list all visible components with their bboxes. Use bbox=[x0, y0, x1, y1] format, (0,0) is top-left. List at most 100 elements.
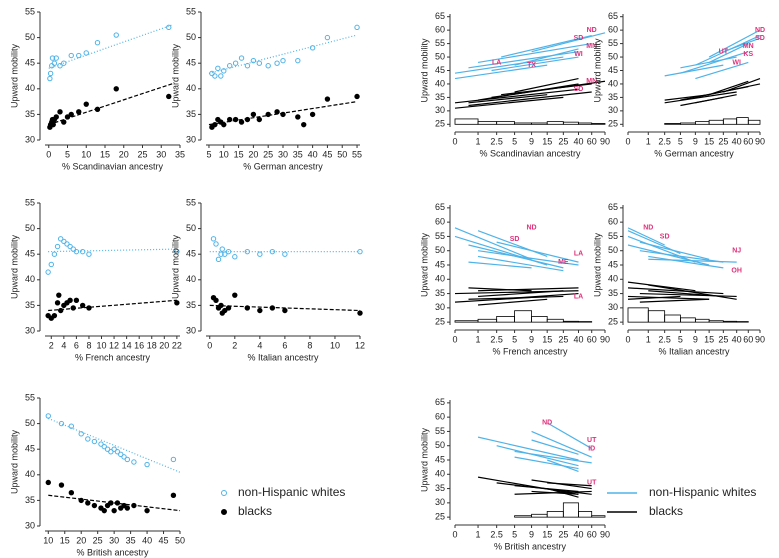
segment bbox=[477, 43, 592, 64]
y-axis-title: Upward mobility bbox=[170, 43, 180, 108]
point bbox=[225, 248, 232, 255]
x-tick-label: 15 bbox=[542, 334, 552, 344]
point bbox=[218, 73, 224, 79]
point bbox=[124, 505, 131, 511]
point bbox=[170, 492, 177, 498]
histogram-bar bbox=[578, 321, 593, 323]
segment bbox=[454, 64, 548, 80]
point bbox=[104, 446, 111, 452]
x-tick-label: 25 bbox=[558, 136, 568, 146]
histogram-bar bbox=[680, 317, 696, 323]
point bbox=[79, 302, 86, 309]
histogram-bar bbox=[477, 318, 498, 323]
y-tick-label: 65 bbox=[435, 202, 445, 212]
y-tick-label: 50 bbox=[25, 223, 35, 233]
y-tick-label: 55 bbox=[186, 6, 196, 16]
histogram-bar bbox=[562, 320, 579, 323]
y-axis-title: Upward mobility bbox=[592, 232, 602, 297]
point bbox=[113, 32, 119, 38]
histogram-bar bbox=[531, 513, 548, 518]
x-tick-label: 9 bbox=[693, 334, 698, 344]
point bbox=[58, 482, 65, 488]
histogram-bar bbox=[546, 318, 564, 323]
segment bbox=[531, 32, 606, 53]
x-tick-label: 20 bbox=[76, 535, 86, 545]
point bbox=[244, 116, 251, 123]
x-tick-label: 0 bbox=[625, 334, 630, 344]
state-label: SD bbox=[574, 35, 584, 42]
point bbox=[324, 34, 331, 41]
state-label: ME bbox=[558, 259, 569, 266]
x-tick-label: 20 bbox=[119, 149, 129, 159]
x-tick-label: 1 bbox=[476, 334, 481, 344]
state-label: ND bbox=[643, 225, 653, 232]
point bbox=[269, 248, 276, 255]
point bbox=[124, 456, 131, 463]
segment bbox=[708, 29, 761, 58]
x-tick-label: 0 bbox=[207, 340, 212, 350]
segment bbox=[627, 287, 724, 295]
point bbox=[219, 246, 225, 252]
segment bbox=[627, 281, 696, 292]
y-tick-label: 25 bbox=[608, 119, 618, 129]
legend-label: non-Hispanic whites bbox=[238, 485, 345, 499]
state-label: LA bbox=[492, 59, 501, 66]
segment bbox=[695, 61, 749, 80]
point bbox=[98, 441, 104, 447]
x-axis-title: % Italian ancestry bbox=[658, 346, 730, 356]
point bbox=[280, 111, 286, 118]
point bbox=[357, 310, 363, 316]
point bbox=[301, 121, 307, 128]
point bbox=[221, 121, 227, 128]
point bbox=[238, 119, 245, 125]
segment bbox=[695, 94, 737, 104]
point bbox=[232, 292, 238, 298]
point bbox=[144, 507, 150, 514]
point bbox=[70, 305, 76, 311]
point bbox=[225, 305, 232, 311]
segment bbox=[496, 292, 579, 300]
y-tick-label: 45 bbox=[435, 65, 445, 75]
point bbox=[101, 507, 107, 514]
y-tick-label: 50 bbox=[186, 32, 196, 42]
histogram-bar bbox=[514, 310, 532, 323]
x-tick-label: 9 bbox=[529, 334, 534, 344]
x-axis-title: % Scandinavian ancestry bbox=[62, 161, 164, 171]
point bbox=[222, 251, 228, 257]
point bbox=[76, 109, 82, 115]
segment bbox=[531, 430, 592, 458]
x-tick-label: 40 bbox=[732, 334, 742, 344]
x-tick-label: 60 bbox=[743, 136, 753, 146]
x-tick-label: 30 bbox=[109, 535, 119, 545]
y-tick-label: 65 bbox=[435, 11, 445, 21]
x-tick-label: 40 bbox=[308, 149, 318, 159]
segment bbox=[664, 64, 724, 77]
y-tick-label: 50 bbox=[608, 245, 618, 255]
point bbox=[68, 111, 74, 118]
x-tick-label: 10 bbox=[81, 149, 91, 159]
histogram-bar bbox=[647, 310, 666, 323]
segment bbox=[680, 51, 749, 74]
x-tick-label: 25 bbox=[263, 149, 273, 159]
point bbox=[269, 305, 276, 311]
y-tick-label: 30 bbox=[608, 105, 618, 115]
point bbox=[78, 431, 84, 437]
segment bbox=[639, 250, 724, 263]
segment bbox=[514, 456, 579, 470]
x-tick-label: 1 bbox=[646, 334, 651, 344]
point bbox=[354, 24, 360, 31]
point bbox=[324, 96, 331, 102]
point bbox=[166, 93, 172, 100]
point bbox=[67, 243, 73, 250]
y-tick-label: 65 bbox=[435, 397, 445, 407]
state-label: LA bbox=[574, 293, 583, 300]
y-axis-title: Upward mobility bbox=[170, 234, 180, 299]
x-axis-title: % Italian ancestry bbox=[247, 352, 319, 362]
y-tick-label: 60 bbox=[435, 412, 445, 422]
trend-line bbox=[48, 299, 177, 312]
state-label: UT bbox=[587, 437, 597, 444]
x-tick-label: 8 bbox=[86, 340, 91, 350]
point bbox=[51, 60, 58, 66]
segment bbox=[723, 78, 761, 93]
point bbox=[48, 261, 54, 268]
